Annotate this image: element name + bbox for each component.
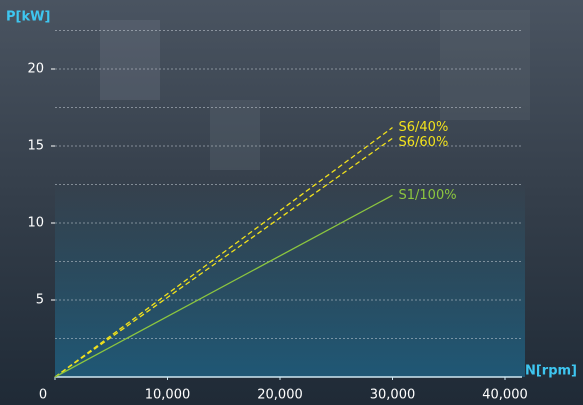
x-tick-label: 10,000 xyxy=(145,388,191,403)
x-axis-label: N[rpm] xyxy=(525,364,577,379)
x-tick-label: 30,000 xyxy=(370,388,416,403)
photo-shape xyxy=(210,100,260,170)
series-label: S6/60% xyxy=(399,135,449,150)
series-label: S1/100% xyxy=(399,188,457,203)
y-tick-label: 15 xyxy=(27,139,44,154)
x-tick-label: 20,000 xyxy=(257,388,303,403)
x-tick-label: 40,000 xyxy=(482,388,528,403)
series-line xyxy=(54,126,393,378)
y-axis-label: P[kW] xyxy=(6,10,50,25)
series-line xyxy=(54,137,393,378)
y-tick-label: 20 xyxy=(27,62,44,77)
y-tick-label: 10 xyxy=(27,216,44,231)
photo-shape xyxy=(440,10,530,120)
series-line xyxy=(54,194,393,378)
x-tick-label: 0 xyxy=(39,388,47,403)
series-label: S6/40% xyxy=(399,120,449,135)
photo-shape xyxy=(100,20,160,100)
plot-shade xyxy=(55,180,525,377)
y-tick-label: 5 xyxy=(36,293,44,308)
